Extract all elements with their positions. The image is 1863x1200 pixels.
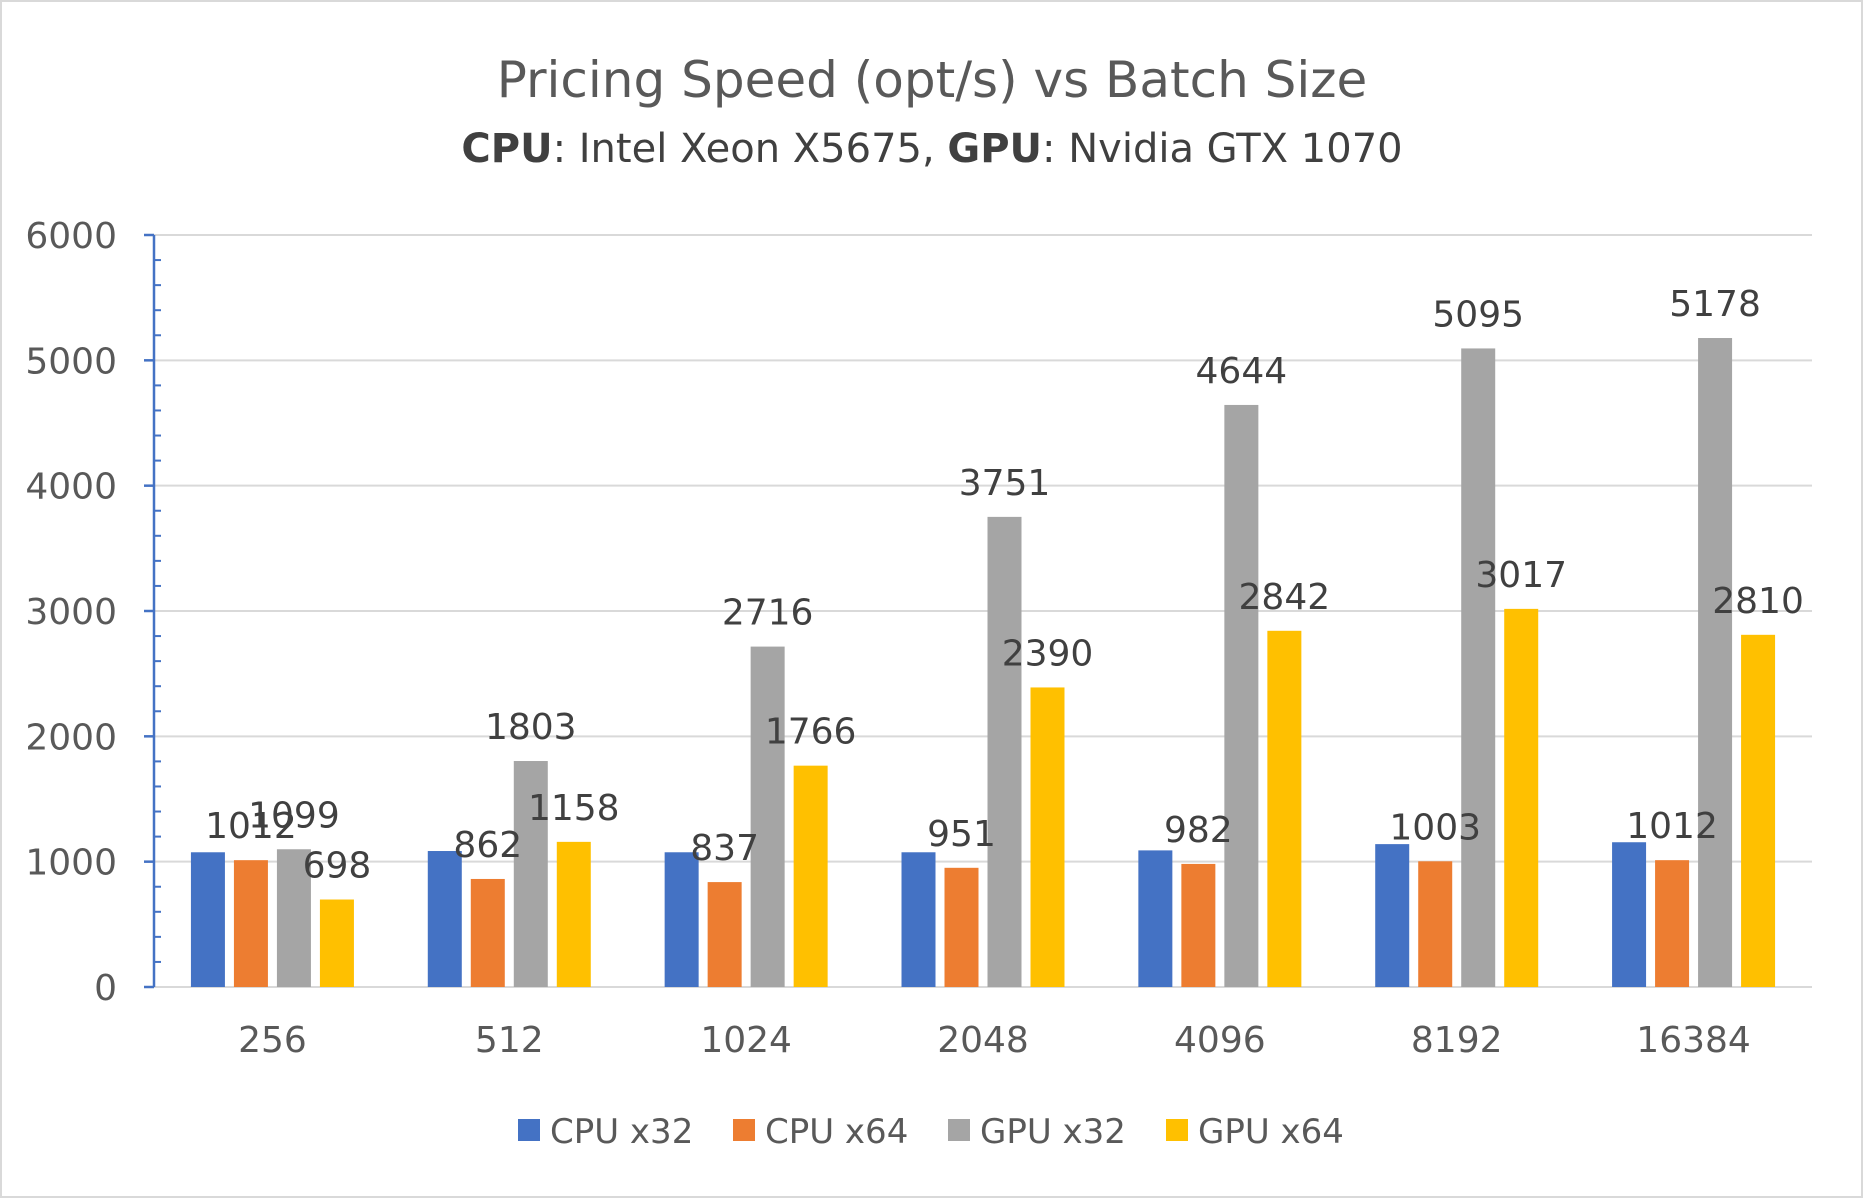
data-label: 5095 [1432,294,1524,335]
data-label: 4644 [1196,351,1288,392]
legend-label: GPU x64 [1198,1112,1344,1152]
data-label: 1158 [528,788,620,829]
x-axis-labels: 256 512 1024 2048 4096 8192 16384 [238,1020,1751,1061]
bar-cpu-x64 [1418,861,1453,987]
legend-label: CPU x32 [550,1112,693,1152]
legend-swatch [733,1119,755,1141]
data-label: 2810 [1712,581,1804,622]
data-label: 951 [927,814,996,855]
bar-cpu-x32 [664,852,699,987]
bar-gpu-x32 [750,646,785,987]
bar-cpu-x32 [1612,842,1647,987]
legend: CPU x32 CPU x64 GPU x32 GPU x64 [518,1112,1344,1152]
x-tick-label: 512 [475,1020,544,1061]
x-tick-label: 16384 [1636,1020,1751,1061]
bar-cpu-x64 [470,878,505,987]
bar-gpu-x32 [1698,338,1733,987]
bar-gpu-x32 [513,761,548,987]
bar-gpu-x32 [276,849,311,987]
x-tick-label: 2048 [937,1020,1029,1061]
subtitle-gpu-text: : Nvidia GTX 1070 [1042,126,1403,172]
y-tick-label: 5000 [25,341,117,382]
legend-label: CPU x64 [765,1112,908,1152]
bar-cpu-x32 [1375,844,1410,987]
bars [190,338,1776,988]
bar-gpu-x64 [319,899,354,987]
x-tick-label: 8192 [1411,1020,1503,1061]
bar-gpu-x32 [987,516,1022,987]
data-label: 1766 [765,712,857,753]
data-label: 862 [453,825,522,866]
bar-cpu-x64 [233,860,268,987]
subtitle-cpu-bold: CPU [461,126,552,172]
y-tick-label: 2000 [25,717,117,758]
bar-gpu-x32 [1461,348,1496,988]
bar-gpu-x64 [1504,608,1539,987]
bar-gpu-x64 [1741,634,1776,987]
y-tick-label: 1000 [25,843,117,884]
subtitle-cpu-text: : Intel Xeon X5675, [553,126,948,172]
bar-cpu-x32 [901,852,936,987]
bar-cpu-x64 [944,867,979,987]
x-tick-label: 4096 [1174,1020,1266,1061]
x-tick-label: 256 [238,1020,307,1061]
y-tick-label: 4000 [25,467,117,508]
data-label: 837 [690,828,759,869]
legend-label: GPU x32 [980,1112,1126,1152]
gridlines [154,234,1812,988]
data-label: 1003 [1389,807,1481,848]
data-label: 5178 [1669,284,1761,325]
bar-cpu-x32 [190,852,225,987]
data-label: 2390 [1002,633,1094,674]
legend-swatch [948,1119,970,1141]
bar-gpu-x32 [1224,404,1259,987]
data-label: 1803 [485,707,577,748]
y-tick-label: 6000 [25,216,117,257]
bar-cpu-x32 [427,851,462,987]
bar-gpu-x64 [793,765,828,987]
data-label: 3751 [959,463,1051,504]
x-tick-label: 1024 [700,1020,792,1061]
data-label: 982 [1164,810,1233,851]
legend-swatch [518,1119,540,1141]
bar-gpu-x64 [1267,630,1302,987]
subtitle-gpu-bold: GPU [947,126,1042,172]
bar-gpu-x64 [1030,687,1065,987]
data-label: 2716 [722,593,814,634]
bar-cpu-x64 [1655,860,1690,987]
bar-cpu-x64 [707,882,742,987]
y-tick-label: 3000 [25,592,117,633]
chart-title: Pricing Speed (opt/s) vs Batch Size [497,51,1368,109]
bar-cpu-x32 [1138,850,1173,987]
data-label: 3017 [1475,555,1567,596]
data-label: 1099 [248,795,340,836]
data-label: 1012 [205,806,297,847]
y-tick-label: 0 [94,968,117,1009]
data-label: 1012 [1626,806,1718,847]
bar-gpu-x64 [556,841,591,987]
legend-swatch [1166,1119,1188,1141]
data-label: 698 [303,846,372,887]
y-axis: 0 1000 2000 3000 4000 5000 6000 [25,216,161,1009]
data-label: 2842 [1239,577,1331,618]
data-labels: 1012109969886218031158837271617669513751… [205,284,1804,886]
bar-cpu-x64 [1181,863,1216,987]
chart-subtitle: CPU: Intel Xeon X5675, GPU: Nvidia GTX 1… [461,126,1402,172]
